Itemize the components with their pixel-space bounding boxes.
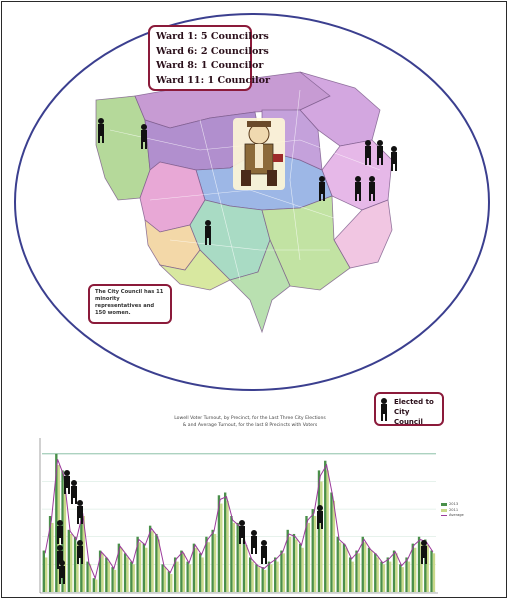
ward-line: Ward 8: 1 Councilor (156, 60, 264, 71)
legend-swatch (441, 503, 447, 507)
chart-title: Lowell Voter Turnout, by Precinct, for t… (174, 416, 326, 421)
ward-line: Ward 11: 1 Councilor (156, 74, 271, 86)
legend-swatch (441, 515, 447, 517)
person-silhouette-icon (377, 140, 383, 165)
legend-label: 2011 (449, 507, 459, 512)
ward-councilors-box: Ward 1: 5 Councilors Ward 6: 2 Councilor… (148, 25, 271, 91)
legend-label: 2013 (449, 502, 459, 506)
person-silhouette-icon (355, 176, 361, 201)
councilor-caricature-icon (233, 118, 285, 190)
person-silhouette-icon (141, 124, 147, 149)
council-note-box: The City Council has 11 minority represe… (88, 284, 172, 324)
chart-subtitle: & and Average Turnout, for the last 8 Pr… (182, 422, 318, 428)
map-silhouettes (98, 118, 397, 245)
ward-region-south-tip (229, 238, 291, 334)
legend-swatch (441, 508, 447, 512)
ward-region-southwest-3 (158, 249, 231, 291)
chart-legend: 2013 2011 Average (441, 502, 464, 519)
person-silhouette-icon (319, 176, 325, 201)
person-silhouette-icon (98, 118, 104, 143)
elected-legend-line2: City Council (394, 408, 423, 426)
person-silhouette-icon (381, 398, 387, 421)
legend-label: Average (449, 513, 464, 517)
elected-legend-line1: Elected to (394, 398, 434, 406)
legend-item: Average (441, 513, 464, 519)
person-silhouette-icon (365, 140, 371, 165)
person-silhouette-icon (369, 176, 375, 201)
ward-line: Ward 6: 2 Councilors (156, 45, 269, 57)
person-silhouette-icon (205, 220, 211, 245)
legend-item: 2013 (441, 502, 464, 508)
chart-title-block: Lowell Voter Turnout, by Precinct, for t… (120, 416, 380, 429)
council-note-text: The City Council has 11 minority represe… (95, 289, 164, 316)
person-silhouette-icon (391, 146, 397, 171)
legend-item: 2011 (441, 508, 464, 514)
elected-legend-box: Elected to City Council (374, 392, 444, 426)
ward-line: Ward 1: 5 Councilors (156, 31, 269, 42)
